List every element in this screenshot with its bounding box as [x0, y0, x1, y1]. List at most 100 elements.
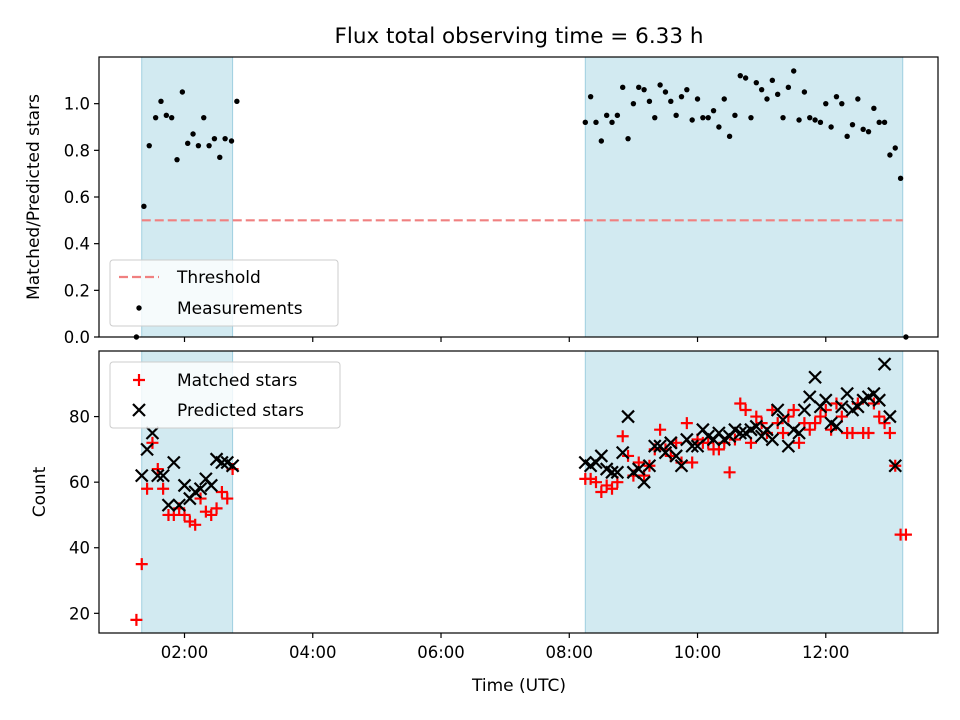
predicted-star-point — [781, 439, 796, 453]
matched-star-point — [803, 423, 816, 436]
measurement-point — [678, 93, 685, 100]
measurement-point — [732, 112, 738, 119]
matched-star-point — [777, 426, 790, 439]
matched-star-point — [809, 417, 822, 430]
measurement-point — [737, 72, 743, 79]
predicted-star-point — [631, 462, 646, 476]
legend-predicted-swatch — [132, 403, 146, 417]
measurement-point — [614, 112, 621, 119]
measurement-point — [152, 114, 159, 121]
predicted-star-point — [151, 468, 165, 483]
measurement-point — [726, 133, 733, 140]
top-y-axis-label: Matched/Predicted stars — [24, 94, 44, 300]
x-tick-label: 08:00 — [545, 643, 593, 662]
measurement-point — [876, 119, 882, 126]
predicted-star-point — [621, 409, 635, 424]
matched-star-point — [723, 466, 736, 479]
y-tick-label: 60 — [69, 473, 90, 492]
measurement-point — [844, 133, 850, 140]
matched-star-point — [702, 436, 715, 449]
measurement-point — [190, 131, 196, 137]
matched-star-point — [622, 449, 635, 462]
predicted-star-point — [808, 370, 822, 385]
measurement-point — [168, 114, 175, 121]
measurement-point — [179, 89, 186, 95]
measurement-point — [716, 124, 722, 130]
predicted-star-point — [733, 426, 748, 440]
predicted-star-point — [140, 442, 154, 457]
predicted-star-point — [637, 475, 651, 489]
measurement-point — [593, 119, 599, 126]
measurement-point — [636, 84, 642, 91]
legend-matched-swatch — [133, 374, 145, 386]
measurement-point — [807, 114, 813, 121]
predicted-star-point — [605, 465, 619, 480]
matched-star-point — [814, 410, 827, 423]
measurement-point — [705, 114, 711, 121]
legend-measurement-label: Measurements — [177, 299, 303, 319]
predicted-star-point — [765, 432, 780, 447]
matched-star-point — [210, 502, 223, 515]
measurement-point — [849, 121, 856, 128]
predicted-star-point — [776, 413, 790, 427]
predicted-star-point — [167, 455, 181, 470]
measurement-point — [158, 98, 164, 105]
matched-star-point — [157, 482, 170, 495]
y-tick-label: 0.6 — [64, 188, 90, 207]
predicted-star-point — [172, 498, 186, 512]
measurement-point — [753, 79, 760, 86]
matched-star-point — [221, 492, 234, 505]
measurement-point — [828, 124, 834, 130]
measurement-point — [222, 135, 228, 142]
legend-predicted-label: Predicted stars — [177, 401, 304, 421]
measurement-point — [625, 135, 631, 142]
predicted-star-point — [690, 439, 705, 453]
measurement-point — [587, 93, 594, 100]
matched-star-point — [782, 410, 795, 423]
predicted-star-point — [594, 449, 609, 463]
shaded-span — [584, 56, 904, 338]
matched-star-point — [787, 404, 800, 417]
predicted-star-point — [829, 419, 844, 434]
predicted-star-point — [818, 393, 833, 407]
bottom-panel: 20 40 60 80 02:00 04:00 06:00 08:00 10:00 12:00 Ma… — [69, 350, 939, 662]
measurement-point — [791, 68, 797, 74]
predicted-star-point — [615, 445, 630, 460]
measurement-point — [865, 128, 872, 135]
top-panel: 0.0 0.2 0.4 0.6 0.8 1.0 Threshold Measurements — [64, 56, 939, 347]
measurement-point — [598, 138, 605, 144]
measurement-point — [839, 100, 845, 107]
plot-frame — [98, 350, 939, 634]
measurement-point — [603, 112, 610, 119]
matched-star-point — [606, 482, 619, 495]
predicted-star-point — [145, 426, 160, 440]
predicted-star-point — [840, 386, 854, 401]
predicted-star-point — [647, 439, 662, 453]
measurement-point — [758, 86, 765, 93]
measurement-point — [201, 114, 207, 121]
y-tick-label: 0.4 — [64, 235, 90, 254]
matched-star-point — [771, 417, 784, 430]
measurement-point — [812, 117, 818, 123]
y-tick-label: 80 — [69, 408, 90, 427]
predicted-star-point — [685, 439, 699, 453]
legend-matched-label: Matched stars — [177, 371, 297, 391]
measurement-point — [195, 142, 202, 149]
matched-star-point — [830, 397, 843, 410]
measurement-point — [206, 142, 212, 149]
measurement-point — [774, 91, 781, 98]
x-tick-label: 02:00 — [161, 643, 209, 662]
matched-star-point — [130, 613, 143, 626]
measurement-point — [620, 84, 626, 91]
predicted-star-point — [883, 409, 897, 424]
matched-star-point — [819, 404, 832, 417]
predicted-star-point — [664, 436, 678, 450]
matched-star-point — [680, 417, 693, 430]
predicted-star-point — [760, 422, 774, 437]
matched-star-point — [825, 423, 838, 436]
x-tick-label: 06:00 — [417, 643, 465, 662]
legend-measurement-swatch — [136, 305, 142, 311]
measurement-point — [700, 114, 706, 121]
measurement-point — [652, 114, 658, 121]
